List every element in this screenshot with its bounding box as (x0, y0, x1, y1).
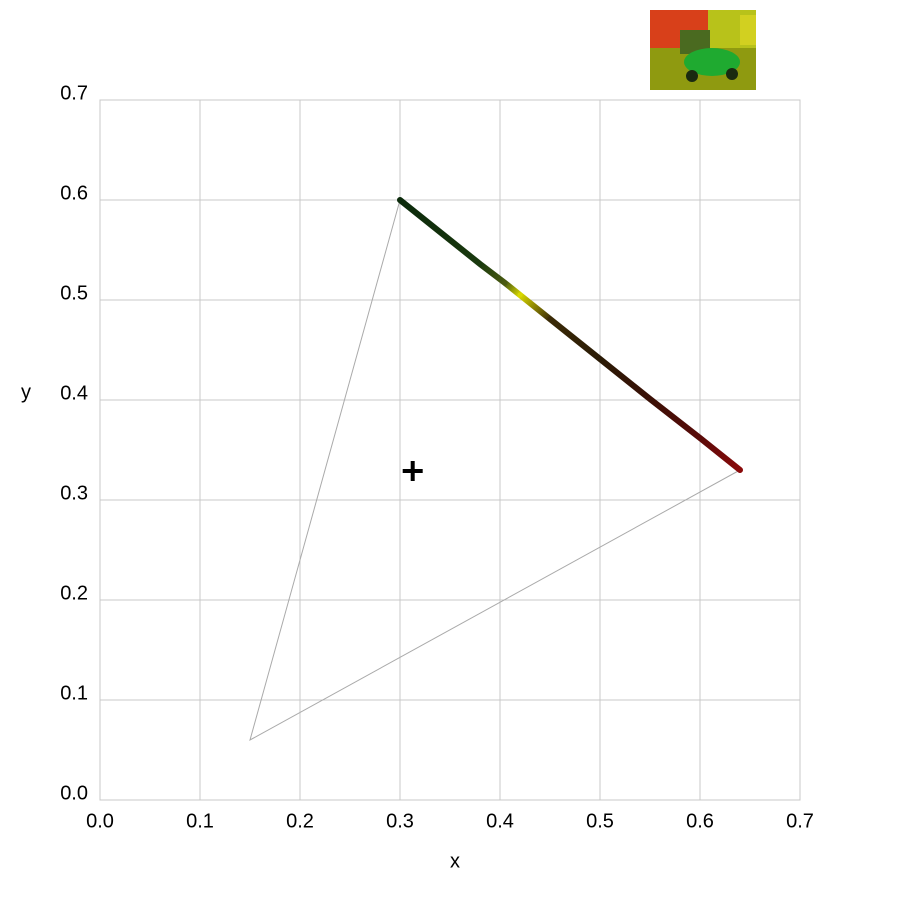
plot-frame (99, 99, 801, 801)
y-tick-label: 0.3 (60, 482, 88, 504)
point (397, 197, 403, 203)
y-tick-label: 0.7 (60, 82, 88, 104)
thumbnail (650, 10, 756, 90)
point (437, 229, 443, 235)
y-tick-label: 0.0 (60, 782, 88, 804)
x-tick-label: 0.4 (486, 810, 514, 832)
gamut-triangle (249, 199, 741, 742)
x-tick-label: 0.3 (386, 810, 414, 832)
x-tick-label: 0.2 (286, 810, 314, 832)
point (502, 280, 508, 286)
point (597, 356, 603, 362)
x-tick-label: 0.6 (686, 810, 714, 832)
point (697, 435, 703, 441)
point (517, 292, 523, 298)
point (737, 467, 743, 473)
y-tick-label: 0.2 (60, 582, 88, 604)
x-axis-label: x (450, 850, 460, 872)
x-tick-label: 0.1 (186, 810, 214, 832)
point (547, 316, 553, 322)
y-tick-label: 0.5 (60, 282, 88, 304)
y-axis-label: y (21, 381, 31, 403)
point (477, 261, 483, 267)
y-tick-label: 0.4 (60, 382, 88, 404)
y-tick-label: 0.6 (60, 182, 88, 204)
x-tick-label: 0.7 (786, 810, 814, 832)
x-tick-label: 0.0 (86, 810, 114, 832)
x-tick-label: 0.5 (586, 810, 614, 832)
y-tick-label: 0.1 (60, 682, 88, 704)
point-trace (397, 197, 743, 473)
point (647, 396, 653, 402)
